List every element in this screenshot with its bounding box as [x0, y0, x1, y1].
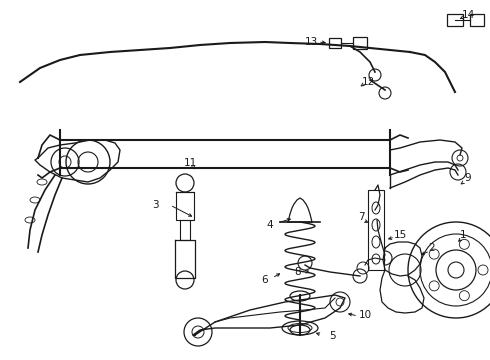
Text: 1: 1: [460, 230, 466, 240]
Text: 15: 15: [393, 230, 407, 240]
Text: 2: 2: [429, 243, 435, 253]
Text: 9: 9: [465, 173, 471, 183]
Text: 10: 10: [359, 310, 371, 320]
Text: 3: 3: [152, 200, 158, 210]
FancyBboxPatch shape: [470, 14, 484, 26]
FancyBboxPatch shape: [368, 190, 384, 270]
Text: 12: 12: [362, 77, 375, 87]
Text: 6: 6: [262, 275, 269, 285]
Text: 7: 7: [358, 212, 364, 222]
FancyBboxPatch shape: [329, 38, 341, 48]
Text: 4: 4: [267, 220, 273, 230]
Text: 5: 5: [329, 331, 335, 341]
Text: 8: 8: [294, 267, 301, 277]
Text: 14: 14: [462, 10, 475, 20]
FancyBboxPatch shape: [353, 37, 367, 49]
Text: 11: 11: [183, 158, 196, 168]
FancyBboxPatch shape: [447, 14, 463, 26]
Text: 13: 13: [304, 37, 318, 47]
